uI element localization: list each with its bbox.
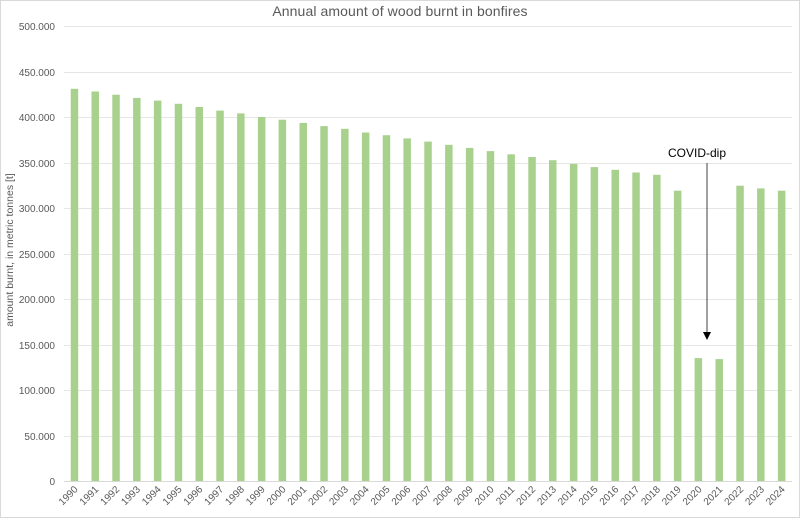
y-tick-label: 500.000 <box>19 22 56 33</box>
x-tick-label: 2011 <box>494 484 517 507</box>
bar-2007 <box>424 141 432 481</box>
bar-2009 <box>465 147 474 481</box>
x-tick-label: 2016 <box>598 484 622 508</box>
bar-2003 <box>341 128 349 482</box>
x-tick-label: 1992 <box>99 484 123 508</box>
chart-title: Annual amount of wood burnt in bonfires <box>272 3 528 19</box>
x-tick-label: 2003 <box>327 484 351 508</box>
bar-1998 <box>237 113 245 482</box>
bar-1997 <box>216 110 224 481</box>
bar-2002 <box>320 126 328 481</box>
bar-2012 <box>528 157 536 481</box>
bar-1990 <box>70 88 79 482</box>
x-tick-label: 2015 <box>577 484 601 508</box>
x-tick-label: 1998 <box>223 484 247 508</box>
bar-2008 <box>445 144 453 482</box>
bar-2001 <box>299 122 307 482</box>
x-tick-label: 2000 <box>265 484 289 508</box>
y-axis-ticks: 0 50.000 100.000 150.000 200.000 250.000 300.0… <box>19 22 56 488</box>
annotation-label: COVID-dip <box>668 146 726 160</box>
x-tick-label: 2006 <box>390 484 414 508</box>
y-tick-label: 450.000 <box>19 68 56 79</box>
bar-2014 <box>569 163 578 481</box>
bar-1994 <box>153 100 162 481</box>
bar-2016 <box>611 169 619 482</box>
y-tick-label: 100.000 <box>19 386 56 397</box>
x-tick-label: 2019 <box>660 484 684 508</box>
x-tick-label: 2021 <box>702 484 726 508</box>
bar-2010 <box>486 151 495 481</box>
y-tick-label: 250.000 <box>19 250 56 261</box>
bar-2021 <box>715 359 723 481</box>
x-tick-label: 1999 <box>244 484 268 508</box>
x-tick-label: 1994 <box>140 484 164 508</box>
x-tick-label: 2012 <box>515 484 539 508</box>
y-tick-label: 350.000 <box>19 159 56 170</box>
x-tick-label: 2018 <box>639 484 663 508</box>
bar-2022 <box>736 185 744 481</box>
x-tick-label: 1993 <box>119 484 143 508</box>
arrowhead-icon <box>703 332 711 340</box>
y-tick-label: 0 <box>49 477 55 488</box>
y-tick-label: 50.000 <box>24 432 55 443</box>
x-tick-label: 1991 <box>78 484 102 508</box>
y-tick-label: 300.000 <box>19 204 56 215</box>
y-tick-label: 200.000 <box>19 295 56 306</box>
x-tick-label: 2009 <box>452 484 476 508</box>
y-tick-label: 150.000 <box>19 341 56 352</box>
x-tick-label: 1995 <box>161 484 185 508</box>
bar-2011 <box>507 154 515 482</box>
x-tick-label: 1990 <box>57 484 81 508</box>
x-tick-label: 1996 <box>182 484 206 508</box>
x-tick-label: 2013 <box>535 484 559 508</box>
bar-2013 <box>549 160 557 481</box>
bar-2020 <box>694 358 703 481</box>
bar-2023 <box>757 188 765 481</box>
x-tick-label: 2014 <box>556 484 580 508</box>
y-tick-label: 400.000 <box>19 113 56 124</box>
bar-1999 <box>257 117 266 481</box>
x-axis-ticks: 1990199119921993199419951996199719981999… <box>57 484 788 508</box>
bar-2005 <box>382 135 391 481</box>
bar-2004 <box>361 132 370 481</box>
x-tick-label: 2022 <box>723 484 747 508</box>
bar-1996 <box>195 107 203 481</box>
x-tick-label: 2002 <box>307 484 331 508</box>
bars <box>70 88 786 482</box>
bar-1992 <box>112 94 120 481</box>
x-tick-label: 2007 <box>411 484 435 508</box>
x-tick-label: 2004 <box>348 484 372 508</box>
covid-annotation: COVID-dip <box>668 146 726 340</box>
bar-2018 <box>653 174 661 482</box>
bar-1995 <box>174 103 183 482</box>
bar-2006 <box>403 138 411 481</box>
x-tick-label: 2005 <box>369 484 393 508</box>
bar-2019 <box>673 190 682 481</box>
x-tick-label: 2001 <box>286 484 310 508</box>
bar-2024 <box>777 190 786 481</box>
x-tick-label: 2020 <box>681 484 705 508</box>
x-tick-label: 2010 <box>473 484 497 508</box>
x-tick-label: 1997 <box>203 484 227 508</box>
x-tick-label: 2008 <box>431 484 455 508</box>
bar-2015 <box>590 167 599 481</box>
bar-2017 <box>632 172 640 481</box>
bar-1993 <box>133 97 141 482</box>
x-tick-label: 2024 <box>764 484 788 508</box>
bar-2000 <box>278 119 287 481</box>
bar-1991 <box>91 91 99 481</box>
x-tick-label: 2023 <box>743 484 767 508</box>
x-tick-label: 2017 <box>619 484 643 508</box>
